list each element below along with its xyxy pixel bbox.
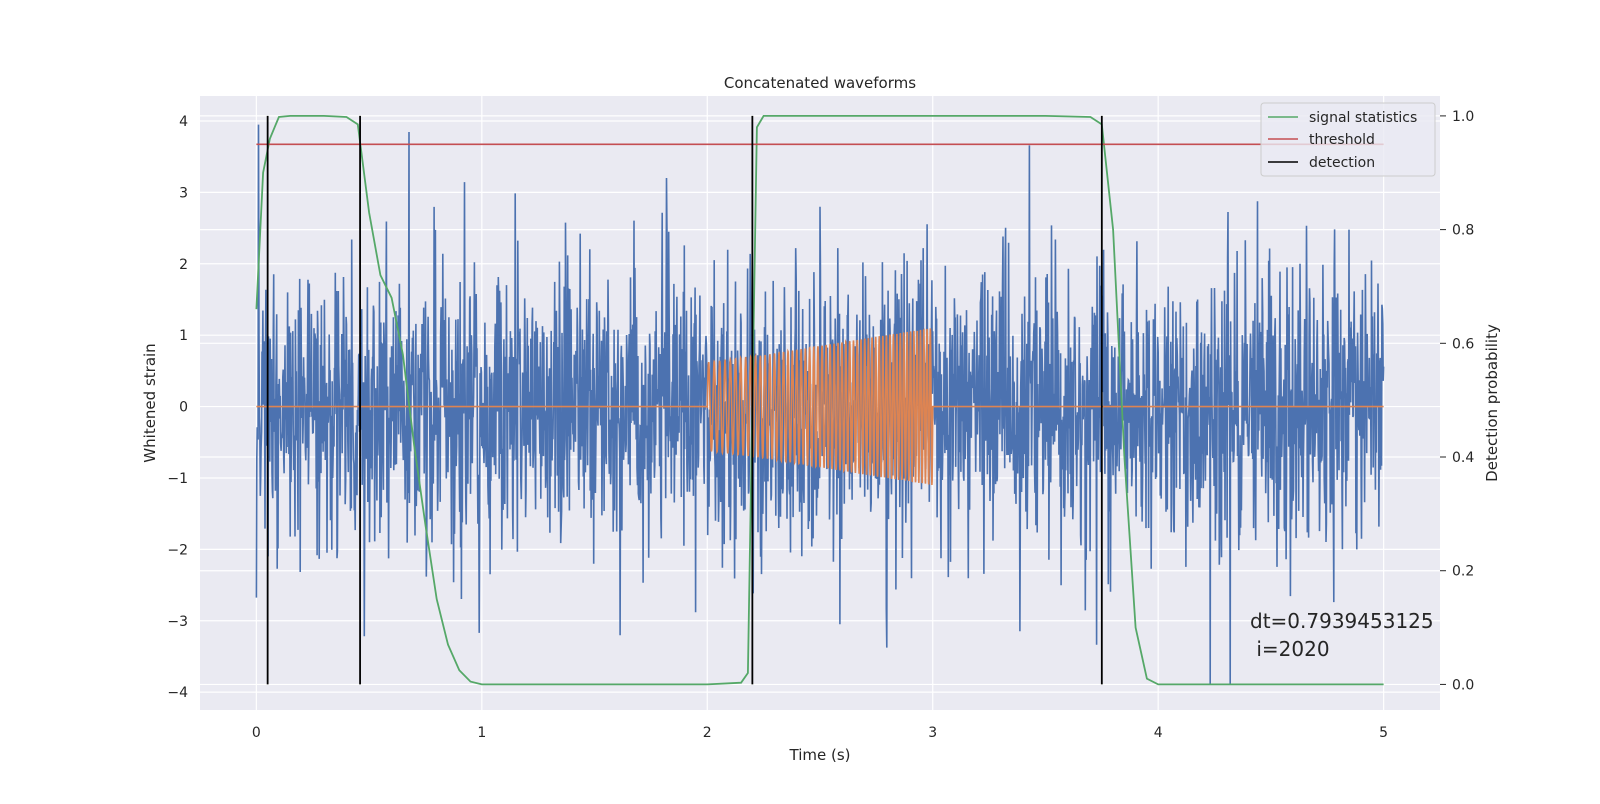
detection-lines xyxy=(266,115,1103,685)
injection-line xyxy=(256,328,1384,486)
annotation-line-1: dt=0.7939453125 xyxy=(1250,609,1434,633)
x-axis-label: Time (s) xyxy=(789,746,851,764)
y-tick-label: 1 xyxy=(179,328,188,344)
x-tick-label: 5 xyxy=(1379,725,1388,741)
y2-axis-ticks: 0.0 0.2 0.4 0.6 0.8 1.0 xyxy=(1440,109,1474,693)
y-tick-label: 3 xyxy=(179,185,188,201)
y-tick-label: 4 xyxy=(179,114,188,130)
y2-tick-label: 0.8 xyxy=(1452,223,1474,239)
x-tick-label: 2 xyxy=(703,725,712,741)
y-tick-label: −2 xyxy=(167,542,188,558)
noise-series xyxy=(255,124,1385,686)
noise-line xyxy=(255,124,1385,686)
y-tick-label: −3 xyxy=(167,614,188,630)
y2-tick-label: 1.0 xyxy=(1452,109,1474,125)
y2-tick-label: 0.2 xyxy=(1452,564,1474,580)
legend-label-threshold: threshold xyxy=(1309,132,1375,148)
y2-tick-label: 0.0 xyxy=(1452,677,1474,693)
x-tick-label: 4 xyxy=(1154,725,1163,741)
y-tick-label: 0 xyxy=(179,400,188,416)
y2-axis-label: Detection probability xyxy=(1483,324,1501,482)
injection-series xyxy=(256,328,1384,486)
legend: signal statistics threshold detection xyxy=(1260,102,1436,177)
x-tick-label: 3 xyxy=(928,725,937,741)
chart-title: Concatenated waveforms xyxy=(724,74,916,92)
x-tick-label: 1 xyxy=(477,725,486,741)
y-axis-label: Whitened strain xyxy=(141,343,159,462)
x-tick-label: 0 xyxy=(252,725,261,741)
signal-statistics-line xyxy=(255,115,1384,686)
annotation-line-2: i=2020 xyxy=(1250,637,1330,661)
x-axis-ticks: 0 1 2 3 4 5 xyxy=(252,725,1388,741)
y-axis-ticks: −4 −3 −2 −1 0 1 2 3 4 xyxy=(167,114,188,701)
y-tick-label: −1 xyxy=(167,471,188,487)
legend-label-detection: detection xyxy=(1309,155,1375,171)
legend-label-signal-statistics: signal statistics xyxy=(1309,110,1417,126)
y-tick-label: 2 xyxy=(179,257,188,273)
annotation: dt=0.7939453125 i=2020 xyxy=(1250,609,1434,661)
y2-tick-label: 0.6 xyxy=(1452,336,1474,352)
signal-statistics-series xyxy=(255,115,1384,686)
y-tick-label: −4 xyxy=(167,685,188,701)
legend-box xyxy=(1260,102,1436,177)
y2-tick-label: 0.4 xyxy=(1452,450,1474,466)
